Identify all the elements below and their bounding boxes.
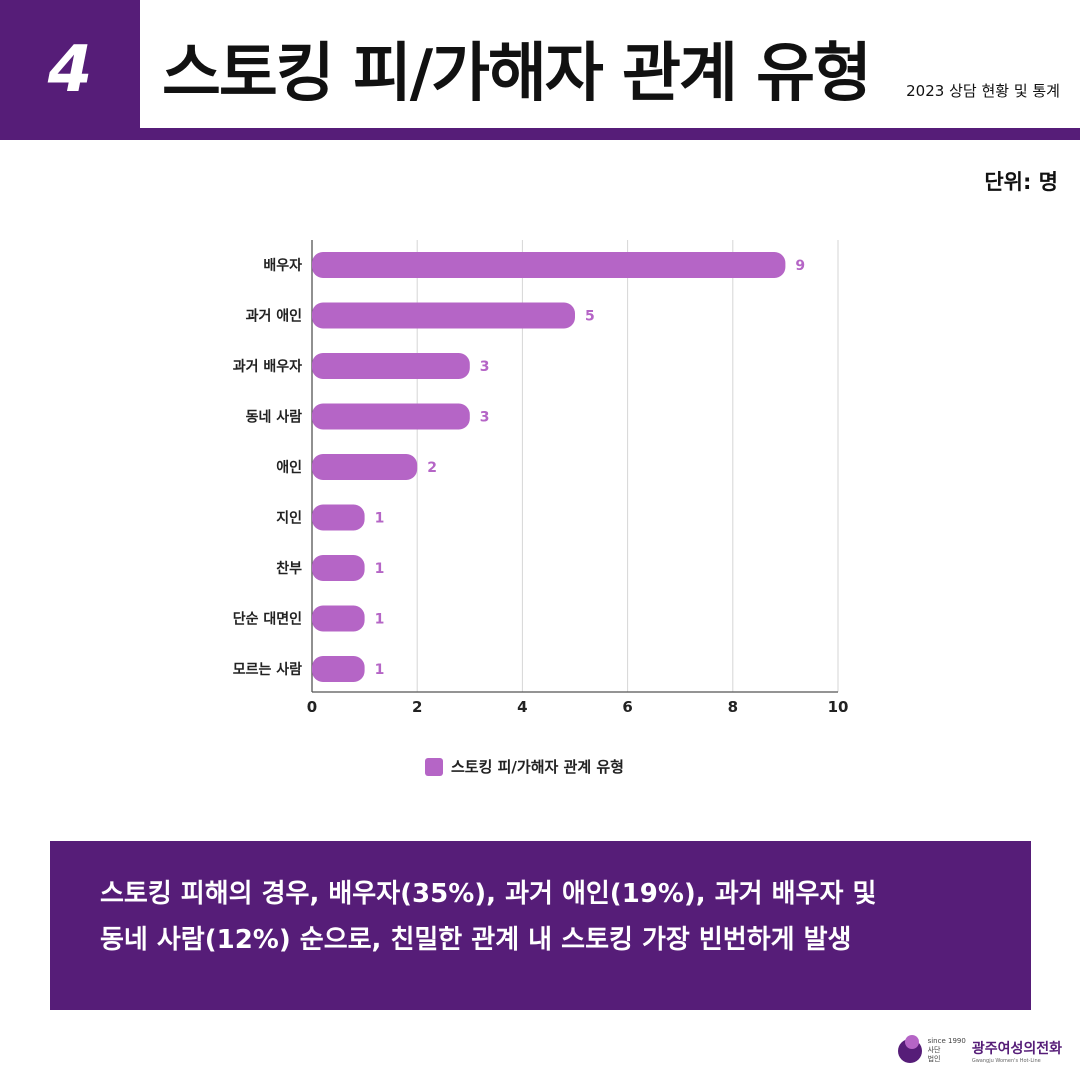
summary-line-2: 동네 사람(12%) 순으로, 친밀한 관계 내 스토킹 가장 빈번하게 발생 [100, 925, 852, 955]
data-label: 1 [375, 511, 385, 527]
bar [312, 656, 365, 682]
category-label: 애인 [276, 459, 302, 476]
org-logo: since 1990 사단 법인 광주여성의전화 Gwangju Women's… [897, 1034, 1062, 1064]
x-tick-label: 6 [622, 698, 632, 716]
x-tick-label: 10 [828, 698, 849, 716]
bar-chart: 0 2 4 6 8 10 배우자 9 과거 애인 5 과거 배우자 3 동네 사람 3 애인 2 지인 1 찬부 1 단… [233, 240, 849, 776]
x-tick-label: 8 [728, 698, 738, 716]
category-label: 과거 배우자 [233, 359, 302, 375]
x-tick-label: 0 [307, 698, 317, 716]
page-title: 스토킹 피/가해자 관계 유형 [162, 37, 872, 111]
summary-line-1: 스토킹 피해의 경우, 배우자(35%), 과거 애인(19%), 과거 배우자… [100, 879, 877, 909]
bar [312, 252, 786, 278]
header-rule [140, 128, 1080, 140]
category-label: 찬부 [276, 560, 302, 577]
section-number-box: 4 [0, 0, 140, 140]
summary-box: 스토킹 피해의 경우, 배우자(35%), 과거 애인(19%), 과거 배우자… [50, 841, 1031, 1010]
category-label: 지인 [276, 510, 302, 527]
bar [312, 302, 575, 329]
logo-corp-label: since 1990 사단 법인 [928, 1037, 966, 1064]
bar [312, 605, 365, 632]
category-label: 단순 대면인 [233, 611, 302, 628]
logo-eng-name: Gwangju Women's Hot-Line [971, 1057, 1041, 1064]
category-label: 과거 애인 [246, 308, 302, 325]
bar [312, 454, 418, 480]
legend-swatch [425, 758, 443, 776]
bar [312, 504, 365, 531]
logo-corp2: 법인 [927, 1055, 941, 1063]
category-label: 모르는 사람 [233, 662, 302, 678]
data-label: 5 [585, 309, 595, 325]
section-number: 4 [47, 33, 93, 107]
logo-org-name: 광주여성의전화 [971, 1040, 1062, 1057]
x-tick-label: 4 [517, 698, 527, 716]
logo-since: since 1990 [927, 1037, 966, 1045]
data-label: 3 [480, 359, 490, 375]
data-label: 1 [375, 612, 385, 628]
category-label: 동네 사람 [246, 410, 303, 426]
data-label: 1 [375, 662, 385, 678]
page-subtitle: 2023 상담 현황 및 통계 [906, 82, 1060, 100]
bar [312, 353, 470, 379]
data-label: 9 [795, 258, 805, 274]
x-tick-label: 2 [412, 698, 422, 716]
logo-corp1: 사단 [927, 1046, 941, 1054]
data-label: 2 [427, 460, 437, 476]
legend-label: 스토킹 피/가해자 관계 유형 [451, 758, 624, 776]
bar [312, 555, 365, 581]
bar [312, 403, 470, 430]
unit-label: 단위: 명 [984, 170, 1058, 194]
data-label: 1 [375, 561, 385, 577]
category-label: 배우자 [263, 258, 302, 274]
logo-mark-icon [897, 1034, 922, 1063]
data-label: 3 [480, 410, 490, 426]
